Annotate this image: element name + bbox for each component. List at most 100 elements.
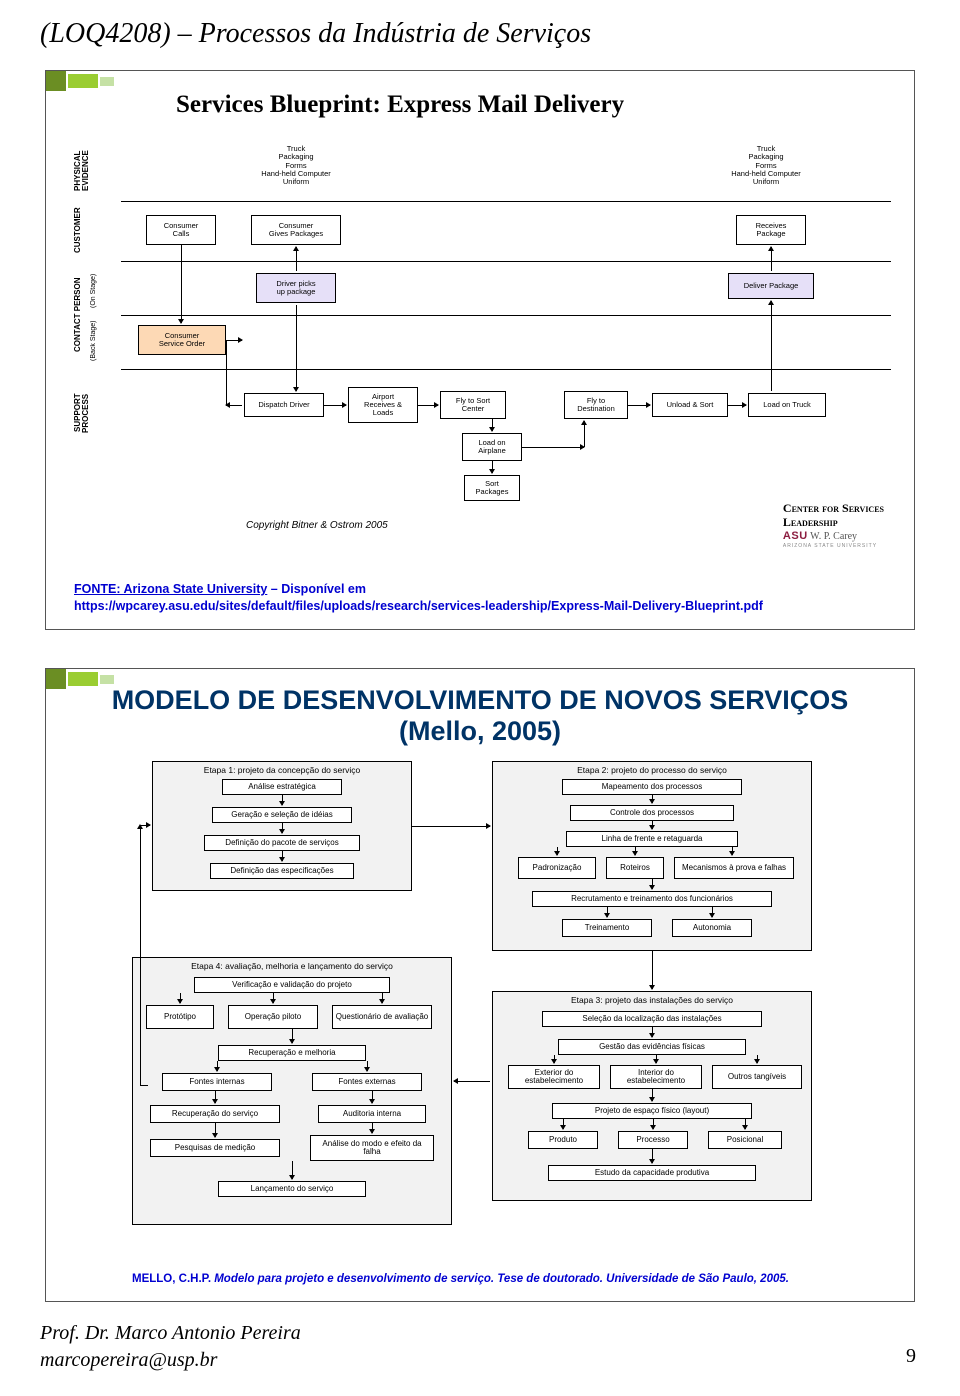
e3b5a: Produto [528, 1131, 598, 1149]
ar [712, 907, 713, 917]
e4b3: Recuperação e melhoria [218, 1045, 366, 1061]
slide-decoration [46, 669, 114, 694]
arrow [492, 461, 493, 473]
csl-wpc: W. P. Carey [810, 531, 857, 542]
e1b2: Geração e seleção de idéias [212, 807, 352, 823]
fonte-label: FONTE: Arizona State University [74, 582, 267, 596]
e3b4: Projeto de espaço físico (layout) [552, 1103, 752, 1119]
page-number: 9 [906, 1345, 916, 1368]
node-dispatch: Dispatch Driver [244, 393, 324, 417]
e2b4c: Mecanismos à prova e falhas [674, 857, 794, 879]
arrow [418, 405, 438, 406]
node-unload: Unload & Sort [652, 393, 728, 417]
ar [563, 1119, 564, 1129]
e4b2a: Protótipo [146, 1005, 214, 1029]
row-customer: CUSTOMER [74, 205, 82, 255]
e3b5c: Posicional [708, 1131, 782, 1149]
arrow [584, 421, 585, 447]
ar [282, 795, 283, 805]
node-consumer-calls: ConsumerCalls [146, 215, 216, 245]
e4b7: Lançamento do serviço [218, 1181, 366, 1197]
arrow [226, 340, 242, 341]
pe-text: TruckPackagingFormsHand-held ComputerUni… [716, 145, 816, 186]
ar [382, 993, 383, 1003]
fonte: FONTE: Arizona State University – Dispon… [74, 581, 763, 615]
e3b3c: Outros tangíveis [712, 1065, 802, 1089]
ar [282, 823, 283, 833]
ar [635, 847, 636, 855]
page-title: (LOQ4208) – Processos da Indústria de Se… [40, 0, 920, 60]
ar [215, 1091, 216, 1103]
ar [652, 1089, 653, 1101]
csl-l1a: Center for Services [783, 501, 884, 515]
ar [292, 1029, 293, 1043]
ar [273, 993, 274, 1003]
e2b5: Recrutamento e treinamento dos funcionár… [532, 891, 772, 907]
arrow [324, 405, 346, 406]
etapa1-title: Etapa 1: projeto da concepção do serviço [153, 762, 411, 778]
e3b1: Seleção da localização das instalações [542, 1011, 762, 1027]
ar [652, 1027, 653, 1037]
ar [652, 1149, 653, 1163]
e4b4a: Fontes internas [162, 1073, 272, 1091]
ar [292, 1161, 293, 1179]
ar [215, 1123, 216, 1137]
csl-asu: ASU [783, 530, 808, 542]
e4b2b: Operação piloto [228, 1005, 318, 1029]
pe-text: TruckPackagingFormsHand-held ComputerUni… [246, 145, 346, 186]
slide-decoration [46, 71, 114, 96]
footer-prof: Prof. Dr. Marco Antonio Pereira [40, 1320, 301, 1347]
e3b3b: Interior do estabelecimento [610, 1065, 702, 1089]
ar [732, 847, 733, 855]
fonte-url: https://wpcarey.asu.edu/sites/default/fi… [74, 599, 763, 613]
ar [372, 1091, 373, 1103]
arrow [296, 247, 297, 271]
ar [653, 1119, 654, 1129]
ar [367, 1061, 368, 1071]
arrow [522, 447, 584, 448]
e3b3a: Exterior do estabelecimento [508, 1065, 600, 1089]
ar [140, 825, 141, 1085]
csl-logo: Center for Services Leadership ASU W. P.… [783, 501, 884, 549]
hline [121, 261, 891, 262]
blueprint-diagram: PHYSICALEVIDENCE CUSTOMER CONTACT PERSON… [76, 143, 896, 523]
e1b3: Definição do pacote de serviços [204, 835, 360, 851]
ar [757, 1055, 758, 1063]
node-driver-picks: Driver picksup package [256, 273, 336, 303]
hline [121, 369, 891, 370]
e4b1: Verificação e validação do projeto [194, 977, 390, 993]
ar [554, 1055, 555, 1063]
mello-diagram: Etapa 1: projeto da concepção do serviço… [132, 761, 832, 1231]
etapa4-title: Etapa 4: avaliação, melhoria e lançament… [133, 958, 451, 974]
e3b2: Gestão das evidências físicas [558, 1039, 746, 1055]
etapa2-title: Etapa 2: projeto do processo do serviço [493, 762, 811, 778]
e4b5b: Auditoria interna [318, 1105, 426, 1123]
e4b5a: Recuperação do serviço [150, 1105, 280, 1123]
arrow [296, 305, 297, 391]
ar [454, 1081, 490, 1082]
node-fly-dest: Fly toDestination [564, 391, 628, 419]
csl-sub: ARIZONA STATE UNIVERSITY [783, 543, 884, 549]
ar [745, 1119, 746, 1129]
e2b4b: Roteiros [606, 857, 664, 879]
e2b6b: Autonomia [672, 919, 752, 937]
arrow [181, 245, 182, 323]
node-sort-packages: SortPackages [464, 475, 520, 501]
ar [217, 1061, 218, 1071]
ar [652, 951, 653, 989]
ar [412, 826, 490, 827]
mello-title: MODELO DE DESENVOLVIMENTO DE NOVOS SERVI… [46, 669, 914, 749]
arrow [771, 247, 772, 271]
e1b4: Definição das especificações [210, 863, 354, 879]
node-receives-package: ReceivesPackage [736, 215, 806, 245]
ar [656, 1055, 657, 1063]
node-load-truck: Load on Truck [748, 393, 826, 417]
ar [557, 847, 558, 855]
e2b1: Mapeamento dos processos [562, 779, 742, 795]
arrow [728, 405, 746, 406]
ar [282, 851, 283, 861]
slide-blueprint: Services Blueprint: Express Mail Deliver… [45, 70, 915, 630]
e4b6a: Pesquisas de medição [150, 1139, 280, 1157]
blueprint-title: Services Blueprint: Express Mail Deliver… [46, 71, 914, 127]
etapa3-title: Etapa 3: projeto das instalações do serv… [493, 992, 811, 1008]
